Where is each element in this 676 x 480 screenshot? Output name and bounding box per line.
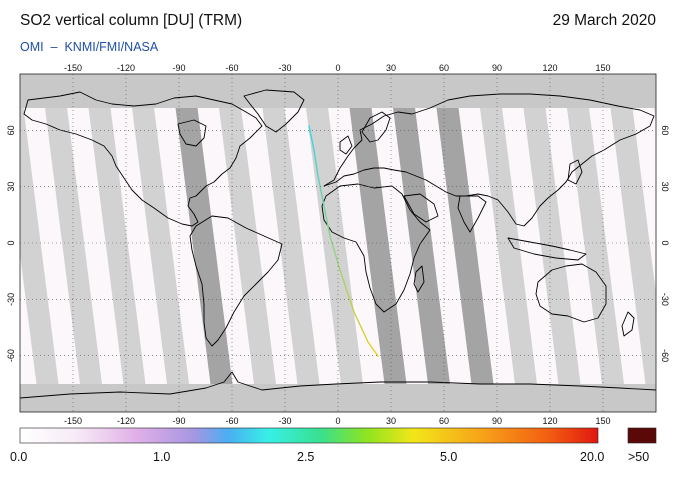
colorbar-label-20: 20.0: [580, 450, 605, 464]
latitude-ticks-right: 60 30 0 -30 -60: [660, 125, 670, 362]
map-area: [20, 74, 656, 412]
longitude-tick-label: -150: [64, 416, 82, 426]
coastline-antarctica: [20, 371, 656, 399]
longitude-ticks-bottom: -150 -120 -90 -60 -30 0 30 60 90 120 150: [64, 416, 611, 426]
latitude-tick-label: 0: [6, 240, 16, 245]
coastline-arabia: [403, 193, 439, 223]
swath-gap: [346, 84, 409, 400]
coastline-indonesia: [507, 237, 587, 261]
map-frame: [19, 73, 657, 413]
latitude-tick-label: 30: [660, 182, 670, 192]
longitude-tick-label: 30: [386, 63, 396, 73]
latitude-tick-label: 0: [660, 240, 670, 245]
colorbar-label-overflow: >50: [628, 450, 650, 464]
longitude-tick-label: -120: [117, 416, 135, 426]
swath-gap: [564, 84, 626, 400]
coastline-british-isles: [339, 135, 353, 155]
longitude-tick-label: -90: [172, 63, 185, 73]
longitude-tick-label: 60: [439, 416, 449, 426]
colorbar-label-min: 0.0: [10, 450, 28, 464]
swath-gap: [85, 84, 148, 400]
longitude-tick-label: 0: [335, 63, 340, 73]
lat-lon-grid: [20, 74, 656, 412]
latitude-tick-label: 30: [6, 182, 16, 192]
coastlines: [20, 89, 656, 399]
latitude-tick-label: -30: [6, 293, 16, 306]
coastline-new-zealand: [621, 311, 635, 337]
coastline-north-america: [23, 91, 263, 227]
coastline-scandinavia: [361, 111, 391, 143]
longitude-tick-label: -60: [225, 416, 238, 426]
coastline-hudson-bay: [177, 119, 207, 147]
latitude-ticks-left: 60 30 0 -30 -60: [6, 125, 16, 362]
coastline-greenland: [243, 89, 305, 133]
longitude-tick-label: -120: [117, 63, 135, 73]
coastline-africa: [321, 183, 431, 313]
swath-gap: [303, 84, 365, 400]
colorbar-gradient: [19, 427, 599, 444]
coastline-south-america: [189, 215, 283, 347]
longitude-tick-label: 0: [335, 416, 340, 426]
swath-gap: [607, 84, 656, 400]
so2-ship-track: [308, 125, 379, 357]
colorbar-label-5: 5.0: [440, 450, 458, 464]
swath-gap: [20, 84, 61, 400]
longitude-tick-label: -30: [278, 63, 291, 73]
coastline-japan: [567, 159, 583, 185]
coastline-madagascar: [413, 265, 425, 293]
longitude-tick-label: 150: [595, 416, 610, 426]
longitude-tick-label: -30: [278, 416, 291, 426]
map-date: 29 March 2020: [552, 12, 656, 29]
latitude-tick-label: -60: [660, 349, 670, 362]
colorbar-label-2-5: 2.5: [297, 450, 315, 464]
colorbar-label-1: 1.0: [153, 450, 171, 464]
longitude-tick-label: 150: [595, 63, 610, 73]
longitude-ticks-top: -150 -120 -90 -60 -30 0 30 60 90 120 150: [64, 63, 611, 73]
swath-gap: [259, 84, 322, 400]
swath-gap: [129, 84, 191, 400]
longitude-tick-label: 60: [439, 63, 449, 73]
swath-gap: [477, 84, 539, 400]
longitude-tick-label: 90: [492, 63, 502, 73]
longitude-tick-label: 90: [492, 416, 502, 426]
longitude-tick-label: -90: [172, 416, 185, 426]
longitude-tick-label: -60: [225, 63, 238, 73]
swath-gap: [172, 84, 235, 400]
latitude-tick-label: 60: [6, 125, 16, 135]
swath-gap: [216, 84, 278, 400]
orbit-swaths: [20, 84, 656, 400]
longitude-tick-label: -150: [64, 63, 82, 73]
swath-gap: [433, 84, 496, 400]
longitude-tick-label: 30: [386, 416, 396, 426]
latitude-tick-label: -30: [660, 293, 670, 306]
data-credit: OMI – KNMI/FMI/NASA: [20, 40, 159, 54]
coastline-australia: [535, 263, 607, 323]
latitude-tick-label: 60: [660, 125, 670, 135]
longitude-tick-label: 120: [542, 416, 557, 426]
longitude-tick-label: 120: [542, 63, 557, 73]
swath-gap: [520, 84, 583, 400]
colorbar-overflow-swatch: [627, 427, 657, 444]
coastline-india: [457, 195, 487, 233]
coastline-eurasia: [323, 93, 655, 227]
latitude-tick-label: -60: [6, 349, 16, 362]
map-title: SO2 vertical column [DU] (TRM): [20, 12, 243, 29]
